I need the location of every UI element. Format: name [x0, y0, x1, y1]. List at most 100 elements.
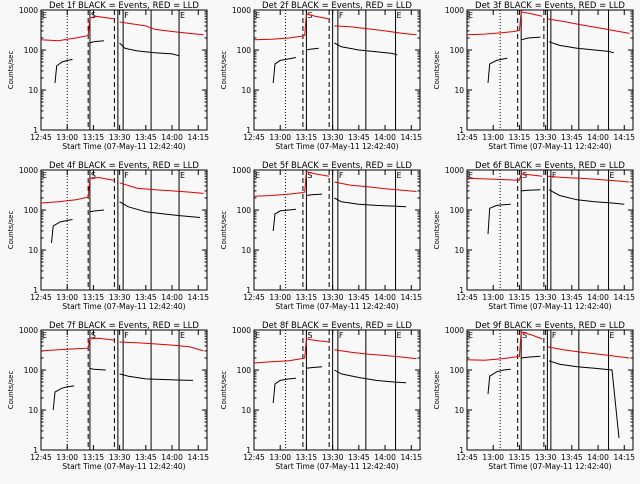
series-events-line	[334, 369, 407, 384]
y-axis-label: Counts/sec	[433, 371, 441, 410]
x-tick-label: 13:15	[83, 133, 105, 142]
panel-4: Det 4f BLACK = Events, RED = LLD 1 10 100 10…	[7, 161, 209, 311]
panel-5: Det 5f BLACK = Events, RED = LLD 1 10 100 10…	[220, 161, 422, 311]
x-tick-label: 12:45	[243, 453, 265, 462]
x-tick-label: 14:15	[613, 453, 635, 462]
series-events-line	[521, 36, 541, 41]
y-axis-label: Counts/sec	[7, 211, 15, 250]
time-marker-label: F	[552, 171, 557, 180]
time-marker-label: E	[397, 11, 402, 20]
time-marker-label: S	[307, 171, 312, 180]
y-tick-label: 10	[241, 246, 251, 255]
series-lld-line	[466, 173, 543, 181]
y-tick-label: 1	[33, 286, 38, 295]
x-axis-label: Start Time (07-May-11 12:42:40)	[62, 302, 185, 311]
y-tick-label: 10	[28, 406, 38, 415]
x-tick-label: 14:00	[587, 133, 609, 142]
series-events-line	[334, 42, 398, 56]
y-tick-label: 1000	[232, 6, 251, 15]
series-events-line	[548, 360, 620, 439]
series-events-line	[119, 201, 201, 218]
series-lld-line	[466, 11, 543, 36]
series-lld-line	[40, 15, 115, 42]
x-tick-label: 14:15	[187, 293, 209, 302]
time-marker-label: F	[339, 171, 344, 180]
y-axis-label: Counts/sec	[433, 51, 441, 90]
x-axis-label: Start Time (07-May-11 12:42:40)	[488, 302, 611, 311]
series-lld-line	[547, 175, 630, 183]
x-axis-label: Start Time (07-May-11 12:42:40)	[488, 462, 611, 471]
x-tick-label: 12:45	[30, 293, 52, 302]
x-tick-label: 14:00	[161, 133, 183, 142]
series-events-line	[89, 367, 106, 371]
series-events-line	[306, 366, 323, 369]
x-axis-label: Start Time (07-May-11 12:42:40)	[275, 302, 398, 311]
x-tick-label: 14:00	[587, 453, 609, 462]
series-lld-line	[40, 176, 115, 204]
panel-title: Det 9f BLACK = Events, RED = LLD	[475, 321, 625, 331]
x-tick-label: 13:30	[322, 133, 344, 142]
x-tick-label: 13:15	[509, 453, 531, 462]
panel-title: Det 8f BLACK = Events, RED = LLD	[262, 321, 412, 331]
series-events-line	[272, 377, 296, 404]
time-marker-label: E	[42, 331, 47, 340]
time-marker-label: E	[42, 11, 47, 20]
x-tick-label: 14:15	[613, 133, 635, 142]
series-events-line	[89, 40, 104, 44]
time-marker-label: E	[255, 171, 260, 180]
x-tick-label: 13:00	[56, 453, 78, 462]
panel-1: Det 1f BLACK = Events, RED = LLD 1 10 100 10…	[7, 1, 209, 151]
series-lld-line	[547, 18, 630, 34]
x-tick-label: 13:00	[269, 133, 291, 142]
series-events-line	[306, 47, 319, 51]
x-tick-label: 13:45	[135, 133, 157, 142]
panel-title: Det 1f BLACK = Events, RED = LLD	[49, 1, 199, 11]
time-marker-label: S	[91, 11, 96, 20]
series-lld-line	[119, 182, 204, 194]
x-tick-label: 14:00	[374, 133, 396, 142]
y-tick-label: 1000	[232, 166, 251, 175]
x-tick-label: 13:00	[56, 133, 78, 142]
x-tick-label: 13:45	[348, 293, 370, 302]
time-marker-label: E	[468, 331, 473, 340]
panel-2: Det 2f BLACK = Events, RED = LLD 1 10 100 10…	[220, 1, 422, 151]
y-axis-label: Counts/sec	[220, 211, 228, 250]
series-events-line	[119, 42, 180, 57]
panel-title: Det 2f BLACK = Events, RED = LLD	[262, 1, 412, 11]
x-axis-label: Start Time (07-May-11 12:42:40)	[488, 142, 611, 151]
y-axis-label: Counts/sec	[7, 371, 15, 410]
x-tick-label: 12:45	[30, 453, 52, 462]
y-tick-label: 100	[237, 366, 252, 375]
y-tick-label: 1	[246, 446, 251, 455]
y-tick-label: 1	[459, 126, 464, 135]
y-tick-label: 10	[241, 406, 251, 415]
time-marker-label: E	[397, 171, 402, 180]
time-marker-label: S	[307, 11, 312, 20]
panel-title: Det 3f BLACK = Events, RED = LLD	[475, 1, 625, 11]
time-marker-label: S	[522, 171, 527, 180]
panel-7: Det 7f BLACK = Events, RED = LLD 1 10 100 10…	[7, 321, 209, 471]
x-tick-label: 13:00	[482, 293, 504, 302]
x-tick-label: 12:45	[456, 133, 478, 142]
x-tick-label: 13:00	[269, 453, 291, 462]
x-tick-label: 14:15	[187, 133, 209, 142]
series-events-line	[272, 208, 296, 231]
y-tick-label: 1	[246, 126, 251, 135]
y-tick-label: 1	[33, 446, 38, 455]
y-tick-label: 1000	[19, 166, 38, 175]
x-tick-label: 12:45	[456, 453, 478, 462]
series-lld-line	[334, 181, 417, 192]
x-tick-label: 13:30	[322, 293, 344, 302]
x-tick-label: 12:45	[30, 133, 52, 142]
y-tick-label: 10	[454, 86, 464, 95]
series-events-line	[334, 197, 407, 208]
x-tick-label: 13:00	[269, 293, 291, 302]
y-tick-label: 100	[450, 46, 465, 55]
y-tick-label: 1000	[19, 6, 38, 15]
series-events-line	[272, 57, 296, 84]
y-tick-label: 1000	[445, 166, 464, 175]
series-events-line	[51, 219, 73, 244]
x-tick-label: 13:00	[56, 293, 78, 302]
x-axis-label: Start Time (07-May-11 12:42:40)	[275, 142, 398, 151]
x-tick-label: 13:30	[109, 133, 131, 142]
